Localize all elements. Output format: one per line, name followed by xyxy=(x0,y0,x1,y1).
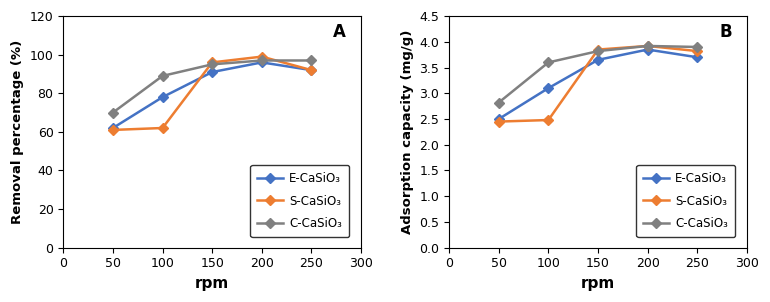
C-CaSiO₃ xyxy=(208,63,217,66)
C-CaSiO₃ xyxy=(307,59,316,62)
Legend: E-CaSiO₃, S-CaSiO₃, C-CaSiO₃: E-CaSiO₃, S-CaSiO₃, C-CaSiO₃ xyxy=(636,165,735,237)
Legend: E-CaSiO₃, S-CaSiO₃, C-CaSiO₃: E-CaSiO₃, S-CaSiO₃, C-CaSiO₃ xyxy=(250,165,350,237)
Y-axis label: Removal percentage (%): Removal percentage (%) xyxy=(11,40,24,224)
S-CaSiO₃ xyxy=(544,118,553,122)
E-CaSiO₃ xyxy=(307,68,316,72)
Y-axis label: Adsorption capacity (mg/g): Adsorption capacity (mg/g) xyxy=(401,30,413,234)
S-CaSiO₃ xyxy=(643,44,652,48)
E-CaSiO₃ xyxy=(643,48,652,51)
C-CaSiO₃ xyxy=(643,44,652,48)
X-axis label: rpm: rpm xyxy=(195,276,229,291)
E-CaSiO₃ xyxy=(693,56,702,59)
S-CaSiO₃ xyxy=(158,126,167,130)
E-CaSiO₃ xyxy=(109,126,118,130)
C-CaSiO₃ xyxy=(257,59,266,62)
Line: E-CaSiO₃: E-CaSiO₃ xyxy=(109,59,315,131)
C-CaSiO₃ xyxy=(544,61,553,64)
C-CaSiO₃ xyxy=(594,49,603,53)
Line: E-CaSiO₃: E-CaSiO₃ xyxy=(495,46,701,123)
E-CaSiO₃ xyxy=(494,117,504,121)
E-CaSiO₃ xyxy=(594,58,603,62)
Text: B: B xyxy=(719,23,732,41)
E-CaSiO₃ xyxy=(158,95,167,99)
Line: S-CaSiO₃: S-CaSiO₃ xyxy=(109,53,315,133)
S-CaSiO₃ xyxy=(307,68,316,72)
S-CaSiO₃ xyxy=(594,48,603,51)
E-CaSiO₃ xyxy=(208,70,217,74)
Line: S-CaSiO₃: S-CaSiO₃ xyxy=(495,43,701,125)
Line: C-CaSiO₃: C-CaSiO₃ xyxy=(109,57,315,116)
S-CaSiO₃ xyxy=(494,120,504,124)
S-CaSiO₃ xyxy=(693,49,702,53)
C-CaSiO₃ xyxy=(158,74,167,78)
S-CaSiO₃ xyxy=(109,128,118,132)
C-CaSiO₃ xyxy=(693,45,702,49)
S-CaSiO₃ xyxy=(257,55,266,58)
C-CaSiO₃ xyxy=(494,101,504,104)
Text: A: A xyxy=(333,23,347,41)
Line: C-CaSiO₃: C-CaSiO₃ xyxy=(495,43,701,106)
E-CaSiO₃ xyxy=(544,86,553,90)
C-CaSiO₃ xyxy=(109,111,118,114)
S-CaSiO₃ xyxy=(208,61,217,64)
E-CaSiO₃ xyxy=(257,61,266,64)
X-axis label: rpm: rpm xyxy=(581,276,615,291)
